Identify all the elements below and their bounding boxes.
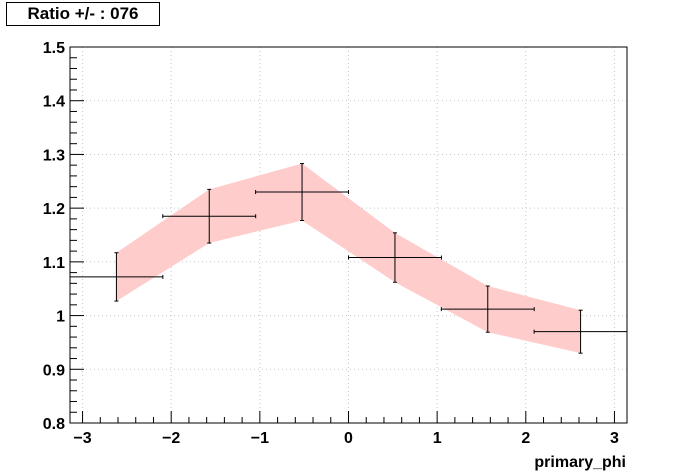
x-tick-label: 2 [521, 430, 530, 447]
chart-title: Ratio +/- : 076 [6, 2, 160, 26]
x-tick-label: −2 [162, 430, 180, 447]
y-tick-label: 1.1 [43, 255, 65, 272]
y-tick-label: 0.8 [43, 416, 65, 433]
data-points-group [70, 163, 627, 354]
y-tick-label: 1.2 [43, 201, 65, 218]
error-band-group [116, 163, 581, 354]
data-point [162, 188, 257, 244]
x-tick-label: 1 [433, 430, 442, 447]
error-band [116, 163, 581, 354]
y-tick-label: 1 [56, 309, 65, 326]
x-tick-label: 3 [610, 430, 619, 447]
y-tick-label: 0.9 [43, 362, 65, 379]
data-point [533, 309, 627, 354]
data-point [70, 252, 164, 302]
data-point [255, 163, 349, 221]
y-tick-label: 1.3 [43, 147, 65, 164]
y-tick-label: 1.5 [43, 40, 65, 57]
x-tick-label: −1 [251, 430, 269, 447]
data-point [440, 285, 535, 333]
x-tick-label: −3 [73, 430, 91, 447]
data-point [348, 232, 442, 283]
x-tick-label: 0 [344, 430, 353, 447]
axes-group: −3 −2 −1 0 1 2 3 0.8 0.9 1 1.1 1.2 1.3 1.4 1.5 [43, 40, 619, 447]
x-axis-title: primary_phi [534, 454, 626, 471]
y-tick-label: 1.4 [43, 94, 65, 111]
